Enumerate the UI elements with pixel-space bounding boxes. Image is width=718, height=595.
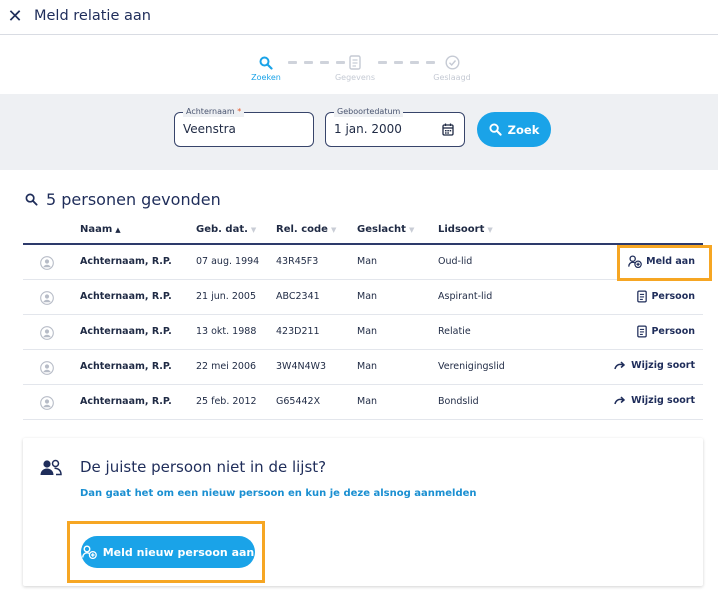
search-icon xyxy=(489,123,502,136)
row-action-button[interactable]: Wijzig soort xyxy=(614,395,695,406)
not-found-card: De juiste persoon niet in de lijst? Dan … xyxy=(23,438,703,586)
highlight-meld-nieuw xyxy=(67,521,265,583)
search-icon xyxy=(25,193,38,206)
cell-geb-dat: 07 aug. 1994 xyxy=(196,256,260,267)
stepper: Zoeken Gegevens Geslaagd xyxy=(0,36,718,94)
cell-naam: Achternaam, R.P. xyxy=(80,291,172,302)
achternaam-value[interactable]: Veenstra xyxy=(183,122,236,136)
results-count: 5 personen gevonden xyxy=(46,190,221,209)
cell-geslacht: Man xyxy=(357,256,378,267)
zoek-button[interactable]: Zoek xyxy=(477,112,551,147)
row-action-button[interactable]: Persoon xyxy=(637,325,695,338)
sort-icon: ▼ xyxy=(487,225,493,234)
meld-nieuw-persoon-label: Meld nieuw persoon aan xyxy=(102,545,255,559)
cell-lidsoort: Aspirant-lid xyxy=(438,291,493,302)
results-table: Naam ▲ Geb. dat. ▼ Rel. code ▼ Geslacht ▼ Li… xyxy=(23,218,703,420)
row-action-button[interactable]: Persoon xyxy=(637,290,695,303)
redo-arrow-icon xyxy=(614,396,627,405)
step-geslaagd: Geslaagd xyxy=(422,50,482,82)
document-icon xyxy=(349,55,361,70)
cell-naam: Achternaam, R.P. xyxy=(80,326,172,337)
column-naam[interactable]: Naam ▲ xyxy=(80,224,121,235)
row-action-label: Wijzig soort xyxy=(631,395,695,406)
row-action-button[interactable]: Wijzig soort xyxy=(614,360,695,371)
not-found-title: De juiste persoon niet in de lijst? xyxy=(80,458,327,476)
cell-rel-code: 43R45F3 xyxy=(276,256,319,267)
row-action-label: Wijzig soort xyxy=(631,360,695,371)
cell-rel-code: ABC2341 xyxy=(276,291,320,302)
avatar-icon xyxy=(40,290,54,305)
person-add-icon xyxy=(628,255,642,268)
cell-geslacht: Man xyxy=(357,396,378,407)
search-icon xyxy=(259,56,273,70)
cell-geslacht: Man xyxy=(357,291,378,302)
avatar-icon xyxy=(40,395,54,410)
close-icon[interactable]: ✕ xyxy=(7,6,23,27)
step-label-gegevens: Gegevens xyxy=(334,73,375,82)
column-geslacht[interactable]: Geslacht ▼ xyxy=(357,224,415,235)
document-icon xyxy=(637,325,648,338)
cell-naam: Achternaam, R.P. xyxy=(80,396,172,407)
check-circle-icon xyxy=(444,55,460,70)
row-action-label: Persoon xyxy=(651,326,695,337)
geboortedatum-value[interactable]: 1 jan. 2000 xyxy=(334,122,402,136)
cell-rel-code: 423D211 xyxy=(276,326,320,337)
row-action-label: Persoon xyxy=(651,291,695,302)
geboortedatum-label: Geboortedatum xyxy=(334,107,404,117)
cell-geslacht: Man xyxy=(357,326,378,337)
avatar-icon xyxy=(40,255,54,270)
column-geb-dat[interactable]: Geb. dat. ▼ xyxy=(196,224,257,235)
step-label-zoeken: Zoeken xyxy=(251,73,281,82)
cell-lidsoort: Verenigingslid xyxy=(438,361,505,372)
geboortedatum-field[interactable]: Geboortedatum 1 jan. 2000 xyxy=(325,107,465,147)
table-row: Achternaam, R.P. 07 aug. 1994 43R45F3 Man Ou… xyxy=(23,245,703,280)
cell-naam: Achternaam, R.P. xyxy=(80,256,172,267)
person-add-icon xyxy=(81,545,97,559)
cell-lidsoort: Bondslid xyxy=(438,396,479,407)
table-row: Achternaam, R.P. 25 feb. 2012 G65442X Man Bo… xyxy=(23,385,703,420)
table-row: Achternaam, R.P. 13 okt. 1988 423D211 Man Re… xyxy=(23,315,703,350)
redo-arrow-icon xyxy=(614,361,627,370)
cell-geb-dat: 22 mei 2006 xyxy=(196,361,257,372)
cell-rel-code: 3W4N4W3 xyxy=(276,361,327,372)
zoek-button-label: Zoek xyxy=(507,122,540,137)
cell-geslacht: Man xyxy=(357,361,378,372)
avatar-icon xyxy=(40,325,54,340)
table-row: Achternaam, R.P. 21 jun. 2005 ABC2341 Man As… xyxy=(23,280,703,315)
cell-geb-dat: 21 jun. 2005 xyxy=(196,291,257,302)
sort-icon: ▼ xyxy=(408,225,415,234)
sort-icon: ▼ xyxy=(330,225,337,234)
cell-rel-code: G65442X xyxy=(276,396,321,407)
cell-naam: Achternaam, R.P. xyxy=(80,361,172,372)
table-row: Achternaam, R.P. 22 mei 2006 3W4N4W3 Man Ver… xyxy=(23,350,703,385)
meld-nieuw-persoon-button[interactable]: Meld nieuw persoon aan xyxy=(81,536,255,568)
column-rel-code[interactable]: Rel. code ▼ xyxy=(276,224,337,235)
cell-lidsoort: Oud-lid xyxy=(438,256,473,267)
step-gegevens: Gegevens xyxy=(325,50,385,82)
row-action-button[interactable]: Meld aan xyxy=(628,255,695,268)
avatar-icon xyxy=(40,360,54,375)
column-lidsoort[interactable]: Lidsoort ▼ xyxy=(438,224,493,235)
calendar-icon[interactable] xyxy=(442,123,454,136)
table-header: Naam ▲ Geb. dat. ▼ Rel. code ▼ Geslacht ▼ Li… xyxy=(23,218,703,245)
cell-lidsoort: Relatie xyxy=(438,326,471,337)
not-found-subtitle: Dan gaat het om een nieuw persoon en kun… xyxy=(80,488,477,499)
sort-icon: ▼ xyxy=(250,225,257,234)
achternaam-field[interactable]: Achternaam * Veenstra xyxy=(174,107,314,147)
dialog-title: Meld relatie aan xyxy=(34,8,151,24)
step-label-geslaagd: Geslaagd xyxy=(433,73,471,82)
cell-geb-dat: 13 okt. 1988 xyxy=(196,326,257,337)
dialog-header: ✕ Meld relatie aan xyxy=(0,0,718,35)
row-action-label: Meld aan xyxy=(646,256,695,267)
highlight-meld-aan xyxy=(617,245,712,281)
people-icon xyxy=(40,459,62,476)
step-zoeken: Zoeken xyxy=(236,50,296,82)
achternaam-label: Achternaam * xyxy=(183,107,245,117)
sort-up-icon: ▲ xyxy=(115,225,121,234)
results-title: 5 personen gevonden xyxy=(25,190,221,209)
document-icon xyxy=(637,290,648,303)
cell-geb-dat: 25 feb. 2012 xyxy=(196,396,257,407)
